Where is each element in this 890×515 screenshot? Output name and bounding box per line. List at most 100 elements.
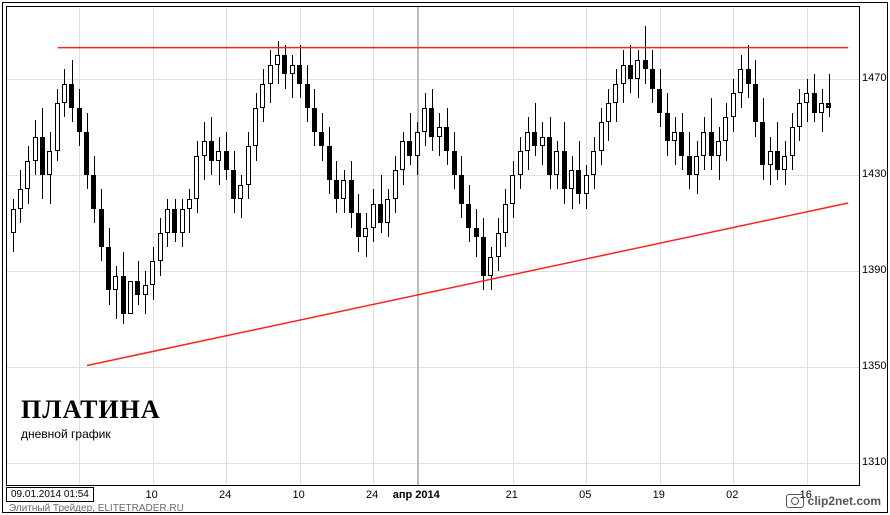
candle bbox=[782, 156, 787, 170]
candle bbox=[47, 151, 52, 175]
candle bbox=[599, 122, 604, 151]
candle bbox=[621, 65, 626, 84]
candle bbox=[143, 285, 148, 295]
candle bbox=[385, 199, 390, 223]
candle bbox=[723, 117, 728, 141]
candle bbox=[400, 141, 405, 170]
candle bbox=[819, 103, 824, 113]
y-tick-label: 1310 bbox=[862, 456, 886, 468]
x-tick-label: 05 bbox=[579, 489, 591, 501]
candle bbox=[518, 151, 523, 175]
x-tick-label: 10 bbox=[293, 489, 305, 501]
candle bbox=[187, 199, 192, 209]
candle bbox=[327, 146, 332, 180]
candle bbox=[701, 132, 706, 156]
candle bbox=[128, 281, 133, 315]
candle bbox=[415, 132, 420, 156]
candle bbox=[584, 175, 589, 194]
x-tick-label: 02 bbox=[726, 489, 738, 501]
candle bbox=[657, 89, 662, 113]
candle bbox=[613, 84, 618, 103]
candle bbox=[422, 108, 427, 132]
candle bbox=[437, 127, 442, 137]
x-tick-label: 10 bbox=[146, 489, 158, 501]
candle bbox=[202, 141, 207, 155]
candle bbox=[407, 141, 412, 155]
candle bbox=[444, 127, 449, 151]
candle bbox=[525, 132, 530, 151]
candle bbox=[290, 65, 295, 75]
candle bbox=[253, 108, 258, 146]
candle bbox=[33, 137, 38, 161]
candle bbox=[496, 233, 501, 257]
watermark-text: clip2net.com bbox=[808, 494, 881, 508]
candle bbox=[349, 180, 354, 214]
candle bbox=[356, 213, 361, 237]
candle bbox=[62, 84, 67, 103]
candle bbox=[569, 170, 574, 189]
chart-outer-frame: 13101350139014301470 2710241024апр 20142… bbox=[2, 2, 888, 513]
candle bbox=[40, 137, 45, 175]
candle bbox=[474, 228, 479, 238]
x-tick-label: 24 bbox=[366, 489, 378, 501]
candle bbox=[84, 132, 89, 175]
candle bbox=[121, 276, 126, 314]
candle bbox=[180, 209, 185, 233]
candle bbox=[55, 103, 60, 151]
candle bbox=[812, 93, 817, 112]
candle bbox=[503, 204, 508, 233]
candle bbox=[606, 103, 611, 122]
candle bbox=[746, 69, 751, 83]
candle bbox=[459, 175, 464, 204]
candle bbox=[804, 93, 809, 103]
x-tick-label: 21 bbox=[506, 489, 518, 501]
candle bbox=[319, 132, 324, 146]
candle bbox=[797, 103, 802, 127]
candle bbox=[91, 175, 96, 209]
candle bbox=[665, 113, 670, 142]
candle bbox=[216, 151, 221, 161]
candle bbox=[106, 247, 111, 290]
candle bbox=[554, 151, 559, 175]
chart-subtitle: дневной график bbox=[21, 427, 161, 441]
candle bbox=[268, 65, 273, 84]
candle bbox=[158, 233, 163, 262]
candle bbox=[165, 209, 170, 233]
candle bbox=[305, 84, 310, 108]
x-tick-label: 19 bbox=[653, 489, 665, 501]
y-tick-label: 1390 bbox=[862, 264, 886, 276]
y-tick-label: 1430 bbox=[862, 168, 886, 180]
candle bbox=[341, 180, 346, 199]
candle bbox=[488, 257, 493, 276]
candle bbox=[282, 55, 287, 74]
candle bbox=[650, 69, 655, 88]
candle bbox=[297, 65, 302, 84]
candle bbox=[378, 204, 383, 223]
candle bbox=[694, 156, 699, 175]
watermark: clip2net.com bbox=[786, 494, 881, 508]
y-tick-label: 1350 bbox=[862, 360, 886, 372]
candle bbox=[334, 180, 339, 199]
candle bbox=[768, 151, 773, 165]
chart-title: ПЛАТИНА bbox=[21, 395, 161, 425]
candle bbox=[393, 170, 398, 199]
candle-last bbox=[826, 103, 831, 108]
candle bbox=[716, 141, 721, 155]
candle bbox=[18, 189, 23, 208]
candle bbox=[591, 151, 596, 175]
candle bbox=[687, 156, 692, 175]
candle bbox=[113, 276, 118, 290]
candle bbox=[672, 132, 677, 142]
candle bbox=[540, 137, 545, 147]
candle bbox=[562, 151, 567, 189]
candle bbox=[466, 204, 471, 228]
candle bbox=[25, 161, 30, 190]
candle bbox=[172, 209, 177, 233]
candle bbox=[775, 151, 780, 170]
candle bbox=[731, 93, 736, 117]
candle bbox=[99, 209, 104, 247]
y-axis: 13101350139014301470 bbox=[860, 6, 890, 486]
candle bbox=[238, 185, 243, 199]
candle bbox=[643, 60, 648, 70]
x-tick-label: 24 bbox=[219, 489, 231, 501]
